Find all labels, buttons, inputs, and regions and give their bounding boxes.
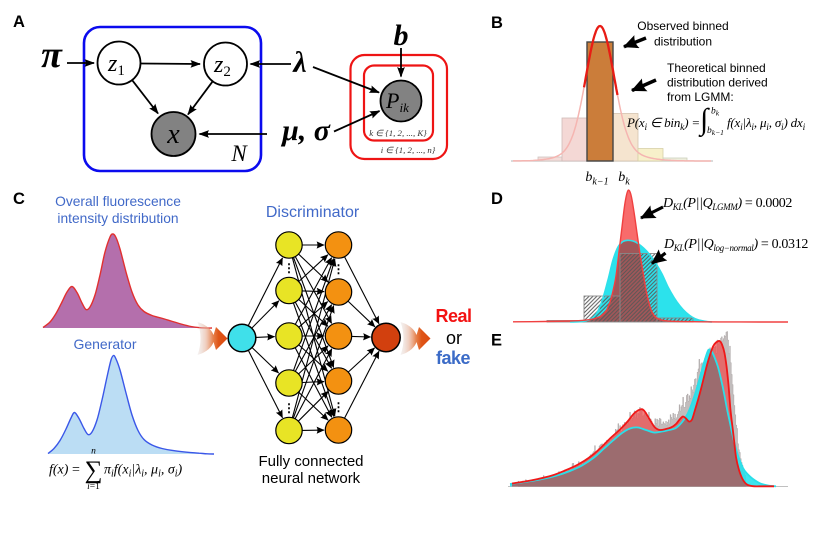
- svg-text:bk: bk: [711, 107, 720, 118]
- svg-text:N: N: [230, 141, 248, 166]
- svg-text:μ, σ: μ, σ: [280, 114, 331, 147]
- svg-text:bk−1: bk−1: [707, 126, 724, 137]
- svg-text:f(x) =: f(x) =: [49, 463, 80, 478]
- svg-text:fake: fake: [436, 348, 471, 368]
- svg-text:⋮: ⋮: [283, 401, 295, 415]
- svg-text:i ∈ {1, 2, ..., n}: i ∈ {1, 2, ..., n}: [381, 145, 436, 155]
- svg-text:b: b: [394, 19, 409, 52]
- svg-text:Overall fluorescence: Overall fluorescence: [55, 194, 181, 209]
- svg-text:Discriminator: Discriminator: [266, 204, 360, 221]
- svg-text:Real: Real: [435, 306, 471, 326]
- svg-text:π: π: [41, 34, 63, 76]
- svg-text:⋮: ⋮: [333, 400, 345, 414]
- svg-text:Observed binned: Observed binned: [637, 19, 728, 33]
- svg-text:f(xi|λi, μi, σi) dxi: f(xi|λi, μi, σi) dxi: [727, 115, 806, 133]
- svg-text:∫: ∫: [698, 103, 710, 138]
- svg-text:Theoretical binned: Theoretical binned: [667, 61, 766, 75]
- svg-text:Generator: Generator: [73, 336, 136, 352]
- svg-text:intensity distribution: intensity distribution: [57, 211, 178, 226]
- svg-text:distribution: distribution: [654, 35, 712, 49]
- svg-text:x: x: [166, 119, 180, 150]
- svg-text:A: A: [13, 13, 25, 31]
- svg-text:⋮: ⋮: [333, 262, 345, 276]
- svg-text:∑: ∑: [85, 457, 103, 484]
- svg-text:C: C: [13, 190, 25, 208]
- svg-text:i=1: i=1: [87, 482, 100, 492]
- svg-text:DKL(P||Qlog−normal) = 0.0312: DKL(P||Qlog−normal) = 0.0312: [663, 237, 808, 253]
- svg-text:B: B: [491, 14, 503, 32]
- svg-text:E: E: [491, 332, 502, 350]
- svg-text:λ: λ: [291, 46, 306, 79]
- svg-text:Fully connected: Fully connected: [258, 453, 363, 470]
- svg-text:⋮: ⋮: [283, 261, 295, 275]
- svg-text:πif(xi|λi, μi, σi): πif(xi|λi, μi, σi): [104, 463, 183, 480]
- svg-text:distribution derived: distribution derived: [667, 76, 768, 90]
- svg-text:from LGMM:: from LGMM:: [667, 90, 734, 104]
- svg-text:k ∈ {1, 2, ..., K}: k ∈ {1, 2, ..., K}: [369, 128, 427, 138]
- svg-text:or: or: [446, 328, 462, 348]
- svg-text:n: n: [91, 447, 96, 457]
- svg-text:bk−1: bk−1: [585, 170, 608, 188]
- svg-text:neural network: neural network: [262, 470, 361, 487]
- svg-text:bk: bk: [618, 170, 630, 188]
- svg-text:DKL(P||QLGMM) = 0.0002: DKL(P||QLGMM) = 0.0002: [662, 196, 792, 212]
- svg-text:D: D: [491, 190, 503, 208]
